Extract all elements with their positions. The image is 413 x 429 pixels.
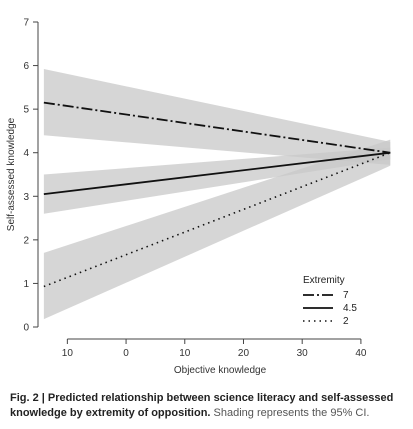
x-axis-label: Objective knowledge xyxy=(174,365,267,376)
series-line-2 xyxy=(43,151,391,288)
y-tick-label: 5 xyxy=(23,105,29,116)
ci-band-2 xyxy=(43,139,391,320)
y-tick-label: 6 xyxy=(23,61,29,72)
caption-note: Shading represents the 95% CI. xyxy=(213,407,370,419)
y-tick-label: 4 xyxy=(23,148,29,159)
legend-title: Extremity xyxy=(303,275,345,286)
x-tick-label: 10 xyxy=(62,348,74,359)
legend: Extremity 7 4.5 2 xyxy=(303,275,357,327)
y-tick-label: 7 xyxy=(23,18,29,29)
ci-band-0 xyxy=(43,69,391,165)
x-tick-label: 20 xyxy=(238,348,250,359)
y-tick-label: 3 xyxy=(23,192,29,203)
x-tick-label: 30 xyxy=(297,348,309,359)
legend-label-0: 7 xyxy=(343,290,349,301)
y-axis-label: Self-assessed knowledge xyxy=(6,117,17,231)
caption-bold: Fig. 2 | Predicted relationship between … xyxy=(10,392,394,419)
x-tick-label: 0 xyxy=(123,348,129,359)
figure-caption: Fig. 2 | Predicted relationship between … xyxy=(10,391,408,421)
y-tick-label: 2 xyxy=(23,235,29,246)
tick-labels: 0 1 2 3 4 5 6 7 10 0 10 20 30 40 xyxy=(23,18,366,360)
legend-label-2: 2 xyxy=(343,316,349,327)
y-tick-label: 0 xyxy=(23,323,29,334)
series-lines xyxy=(43,101,391,288)
x-tick-label: 40 xyxy=(355,348,367,359)
y-tick-label: 1 xyxy=(23,279,29,290)
axes xyxy=(33,21,362,344)
series-line-0 xyxy=(43,101,391,154)
ci-band-1 xyxy=(43,147,391,214)
x-tick-label: 10 xyxy=(179,348,191,359)
legend-label-1: 4.5 xyxy=(343,303,357,314)
series-line-1 xyxy=(43,151,391,196)
